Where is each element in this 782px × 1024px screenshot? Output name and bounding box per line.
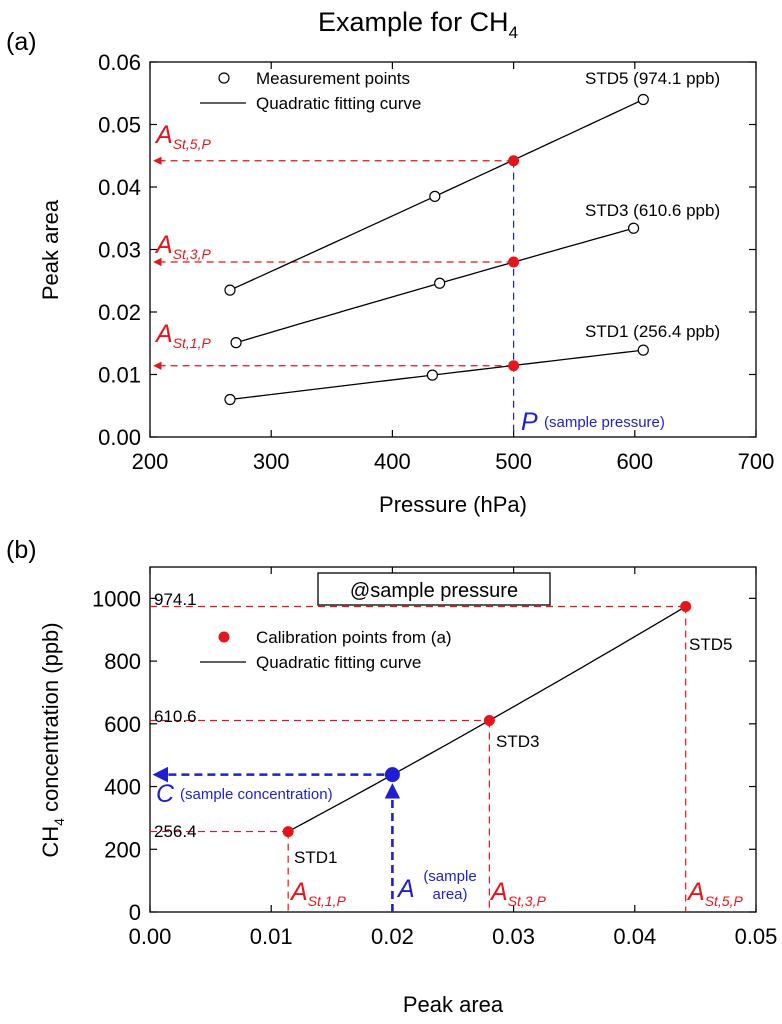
panel-a-frame	[149, 61, 757, 438]
panel-a: (a) 200 300 400 500 600 700 0.00 0.01 0.02 0.03 0.…	[6, 28, 774, 517]
a-measurement-point	[434, 277, 446, 289]
panel-b-label: (b)	[6, 536, 37, 564]
a-ytick-label: 0.04	[98, 175, 141, 200]
panel-b-ylabel: CH4 concentration (ppb)	[38, 622, 67, 857]
b-xtick-label: 0.04	[613, 924, 656, 949]
legend-calibration-points: Calibration points from (a)	[256, 628, 452, 647]
panel-b-ticks: 0.00 0.01 0.02 0.03 0.04 0.05 0 200 400 600 800 100…	[92, 567, 777, 949]
concentration-label-256: 256.4	[154, 822, 197, 841]
b-ytick-label: 0	[129, 900, 141, 925]
sample-pressure-text: (sample pressure)	[544, 414, 665, 431]
a-measurement-point	[230, 337, 242, 349]
a-xtick-label: 600	[616, 449, 653, 474]
sample-pressure-box-title: @sample pressure	[350, 580, 518, 602]
concentration-label-974: 974.1	[154, 590, 197, 609]
panel-b-frame	[149, 566, 757, 913]
a-xtick-label: 700	[738, 449, 775, 474]
a-xtick-label: 300	[253, 449, 290, 474]
b-calibration-point	[680, 600, 692, 612]
legend-marker-icon	[218, 72, 230, 84]
figure-title: Example for CH4	[318, 7, 518, 42]
a-label-st1: ASt,1,P	[154, 320, 211, 351]
a-xtick-label: 400	[374, 449, 411, 474]
a-measurement-point	[224, 284, 236, 296]
series-label-std1: STD1 (256.4 ppb)	[585, 322, 720, 341]
panel-b: (b) 0.00 0.01 0.02 0.03 0.04 0.05 0 200 400 600 80…	[6, 536, 777, 1017]
series-label-std3: STD3 (610.6 ppb)	[585, 201, 720, 220]
a-xtick-label: 500	[495, 449, 532, 474]
b-calibration-point	[483, 714, 495, 726]
panel-b-xlabel: Peak area	[403, 992, 504, 1017]
a-interp-point	[508, 256, 520, 268]
b-a-label-st1: ASt,1,P	[289, 878, 346, 909]
b-xtick-label: 0.02	[371, 924, 414, 949]
a-label-st5: ASt,5,P	[154, 121, 211, 152]
std-label-3: STD3	[496, 732, 539, 751]
std-label-5: STD5	[689, 635, 732, 654]
b-sample-point	[384, 767, 400, 783]
a-measurement-point	[637, 344, 649, 356]
legend-fitting-curve: Quadratic fitting curve	[256, 94, 421, 113]
a-measurement-point	[426, 369, 438, 381]
sample-area-text-2: area)	[432, 886, 467, 903]
b-a-label-st3: ASt,3,P	[489, 878, 546, 909]
a-label-st3: ASt,3,P	[154, 231, 211, 262]
sample-concentration-symbol: C	[156, 780, 175, 808]
a-ytick-label: 0.05	[98, 113, 141, 138]
a-xtick-label: 200	[132, 449, 169, 474]
legend-point-icon	[218, 631, 230, 643]
a-interp-point	[508, 155, 520, 167]
a-ytick-label: 0.03	[98, 238, 141, 263]
b-xtick-label: 0.05	[735, 924, 778, 949]
a-ytick-label: 0.02	[98, 300, 141, 325]
concentration-label-610: 610.6	[154, 707, 197, 726]
a-measurement-point	[637, 93, 649, 106]
a-measurement-point	[224, 393, 236, 406]
sample-area-symbol: A	[396, 875, 415, 903]
b-ytick-label: 600	[104, 712, 141, 737]
b-xtick-label: 0.03	[492, 924, 535, 949]
b-ytick-label: 1000	[92, 586, 141, 611]
b-xtick-label: 0.00	[129, 924, 172, 949]
panel-a-xlabel: Pressure (hPa)	[379, 492, 527, 517]
b-ytick-label: 200	[104, 837, 141, 862]
a-ytick-label: 0.01	[98, 363, 141, 388]
b-calibration-point	[282, 826, 294, 838]
legend-measurement-points: Measurement points	[256, 69, 410, 88]
a-ytick-label: 0.06	[98, 50, 141, 75]
sample-concentration-text: (sample concentration)	[180, 786, 333, 803]
b-ytick-label: 400	[104, 775, 141, 800]
sample-pressure-symbol: P	[521, 408, 538, 436]
panel-a-ylabel: Peak area	[38, 199, 63, 300]
std-label-1: STD1	[294, 848, 337, 867]
a-interp-point	[508, 360, 520, 372]
panel-a-guides	[153, 156, 515, 437]
a-measurement-point	[627, 222, 640, 234]
b-xtick-label: 0.01	[250, 924, 293, 949]
panel-a-label: (a)	[6, 28, 37, 56]
a-ytick-label: 0.00	[98, 425, 141, 450]
series-label-std5: STD5 (974.1 ppb)	[585, 69, 720, 88]
sample-area-text-1: (sample	[423, 868, 476, 885]
panel-a-ticks: 200 300 400 500 600 700 0.00 0.01 0.02 0.03 0.04 0.…	[98, 50, 774, 474]
sample-pressure-box	[317, 572, 551, 606]
b-a-label-st5: ASt,5,P	[686, 878, 743, 909]
b-ytick-label: 800	[104, 649, 141, 674]
panel-b-guides	[150, 605, 687, 912]
panel-a-series	[224, 93, 649, 406]
legend-fitting-curve-b: Quadratic fitting curve	[256, 653, 421, 672]
a-measurement-point	[429, 190, 441, 202]
panel-b-series	[282, 600, 692, 838]
